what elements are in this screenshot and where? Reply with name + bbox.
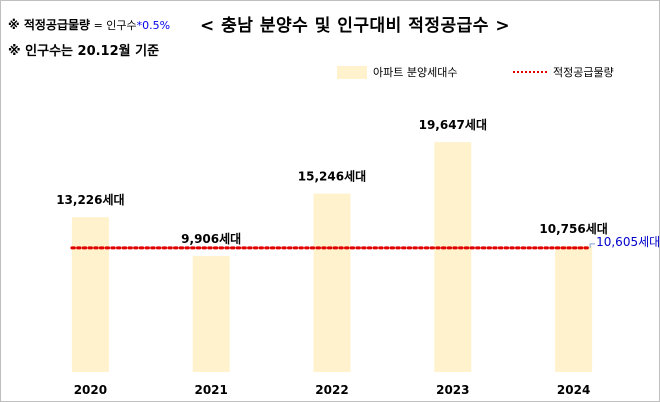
bar-2021 xyxy=(192,256,230,372)
bar-2023 xyxy=(434,142,472,372)
legend-line-series: 적정공급물량 xyxy=(513,64,614,80)
x-tick-label-2021: 2021 xyxy=(194,383,227,397)
note-formula: = 인구수 xyxy=(90,19,137,32)
legend-line-label: 적정공급물량 xyxy=(553,66,614,79)
reference-line-value-label: 10,605세대 xyxy=(596,235,660,249)
bar-2024 xyxy=(555,246,593,372)
reference-label-leader xyxy=(589,243,596,248)
bar-2020 xyxy=(71,217,109,372)
note-supply-label: ※ 적정공급물량 xyxy=(8,18,91,32)
x-tick-label-2024: 2024 xyxy=(557,383,590,397)
bar-2022 xyxy=(313,193,351,372)
x-tick-label-2023: 2023 xyxy=(436,383,469,397)
bar-value-label-2022: 15,246세대 xyxy=(298,169,366,184)
legend-bar-series: 아파트 분양세대수 xyxy=(337,64,457,80)
note-formula-rate: *0.5% xyxy=(136,19,171,32)
note-supply-formula: ※ 적정공급물량 = 인구수*0.5% xyxy=(8,16,170,33)
legend-bar-label: 아파트 분양세대수 xyxy=(373,66,458,79)
bar-value-label-2023: 19,647세대 xyxy=(419,117,487,132)
x-tick-label-2020: 2020 xyxy=(74,383,107,397)
chart-title: < 충남 분양수 및 인구대비 적정공급수 > xyxy=(200,16,511,36)
bar-value-label-2020: 13,226세대 xyxy=(56,192,124,207)
note-population-basis: ※ 인구수는 20.12월 기준 xyxy=(8,44,160,59)
legend-line-swatch xyxy=(513,71,547,73)
x-tick-label-2022: 2022 xyxy=(315,383,348,397)
legend-bar-swatch xyxy=(337,65,367,79)
bar-value-label-2021: 9,906세대 xyxy=(181,231,241,246)
bar-value-label-2024: 10,756세대 xyxy=(539,221,607,236)
